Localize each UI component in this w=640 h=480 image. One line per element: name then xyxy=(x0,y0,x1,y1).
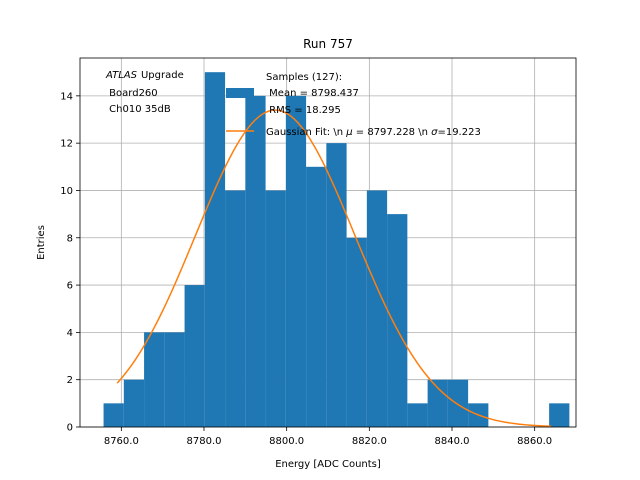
annotation-line-1: ATLAS Upgrade xyxy=(105,70,184,81)
legend: Samples (127): Mean = 8798.437 RMS = 18.… xyxy=(226,72,481,138)
histogram-bar xyxy=(366,190,388,427)
atlas-label: ATLAS xyxy=(105,70,138,81)
x-axis-ticks: 8760.0 8780.0 8800.0 8820.0 8840.0 8860.0 xyxy=(104,427,552,447)
x-tick-label: 8860.0 xyxy=(517,436,552,447)
histogram-bar xyxy=(407,403,428,427)
histogram-bar xyxy=(204,72,226,427)
legend-samples-line-2: Mean = 8798.437 xyxy=(266,88,359,99)
legend-samples-swatch xyxy=(226,88,254,98)
y-tick-label: 2 xyxy=(67,375,73,386)
y-tick-label: 12 xyxy=(60,139,73,150)
y-axis-label: Entries xyxy=(36,225,47,260)
gaussian-fit-curve xyxy=(116,109,552,427)
histogram-bar xyxy=(144,332,165,427)
histogram-bar xyxy=(123,379,145,427)
histogram-bar xyxy=(447,379,469,427)
y-tick-label: 6 xyxy=(67,281,73,292)
histogram-bar xyxy=(549,403,570,427)
legend-fit-mu-value: = 8797.228 \n xyxy=(353,127,432,138)
histogram-bar xyxy=(103,403,124,427)
upgrade-label: Upgrade xyxy=(141,70,184,81)
x-tick-label: 8820.0 xyxy=(352,436,387,447)
legend-samples-line-1: Samples (127): xyxy=(266,72,342,83)
axes-frame xyxy=(79,57,577,428)
histogram-bar xyxy=(427,379,448,427)
chart-title: Run 757 xyxy=(303,37,353,51)
legend-fit-prefix: Gaussian Fit: \n xyxy=(266,127,346,138)
histogram-bar xyxy=(285,95,307,427)
y-tick-label: 0 xyxy=(67,423,73,434)
histogram-bar xyxy=(184,285,205,427)
annotation-line-3: Ch010 35dB xyxy=(106,104,171,115)
histogram-bar xyxy=(306,166,327,428)
histogram-bar xyxy=(387,214,408,427)
y-tick-label: 14 xyxy=(60,91,73,102)
annotation-line-2: Board260 xyxy=(106,88,158,99)
y-tick-label: 10 xyxy=(60,186,73,197)
y-tick-label: 4 xyxy=(67,328,73,339)
y-axis-ticks: 0 2 4 6 8 10 12 14 xyxy=(60,91,80,434)
legend-fit-label: Gaussian Fit: \n μ = 8797.228 \n σ=19.22… xyxy=(266,127,481,138)
histogram-bar xyxy=(265,190,286,427)
histogram-bar xyxy=(164,332,185,427)
histogram-bars xyxy=(103,72,570,428)
y-tick-label: 8 xyxy=(67,233,73,244)
legend-fit-sigma-value: =19.223 xyxy=(437,127,480,138)
histogram-bar xyxy=(346,237,367,427)
histogram-bar xyxy=(326,143,347,427)
histogram-bar xyxy=(225,190,246,427)
x-tick-label: 8760.0 xyxy=(104,436,139,447)
legend-samples-line-3: RMS = 18.295 xyxy=(266,105,341,116)
x-tick-label: 8800.0 xyxy=(269,436,304,447)
legend-fit-sigma-symbol: σ xyxy=(431,127,438,138)
x-tick-label: 8840.0 xyxy=(435,436,470,447)
legend-fit-mu-symbol: μ xyxy=(345,127,352,138)
x-axis-label: Energy [ADC Counts] xyxy=(275,459,381,470)
histogram-bar xyxy=(245,95,266,427)
x-tick-label: 8780.0 xyxy=(187,436,222,447)
